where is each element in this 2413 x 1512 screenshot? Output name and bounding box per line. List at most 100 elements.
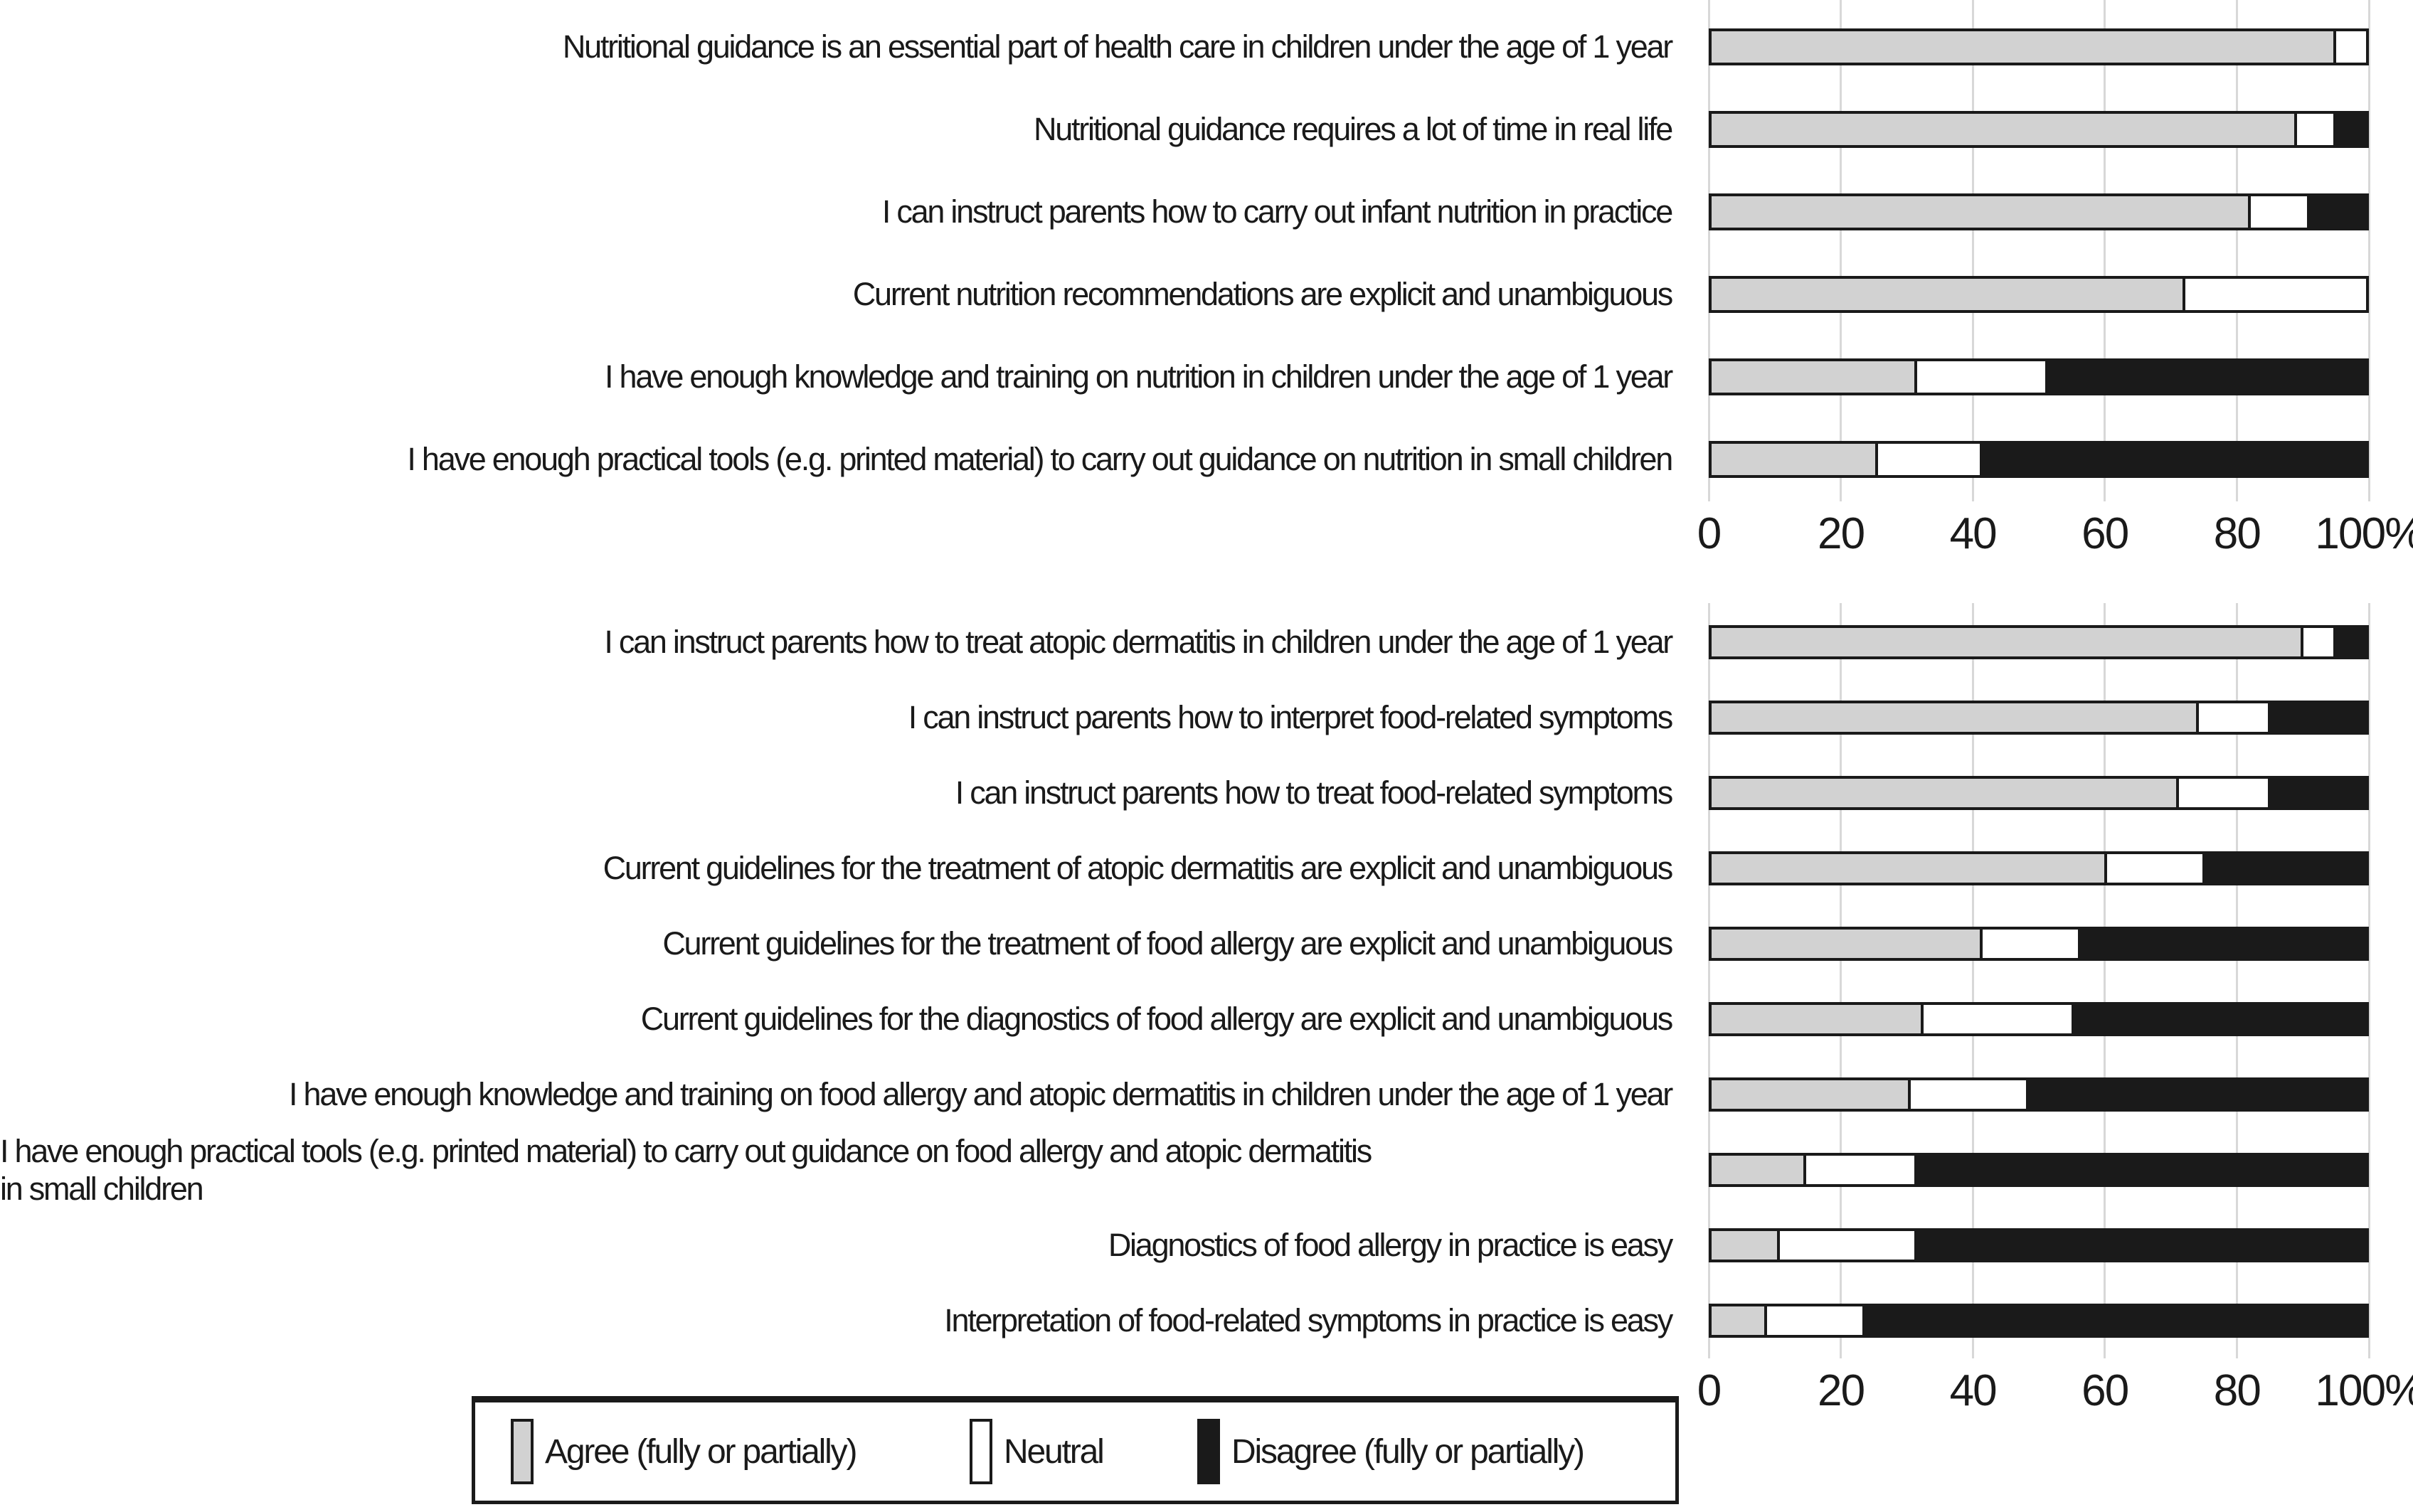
axis-tick-label: 100% xyxy=(2315,1366,2413,1415)
bar-segment-agree xyxy=(1712,31,2333,63)
bar-segment-disagree xyxy=(1914,1156,2366,1184)
bar-segment-agree xyxy=(1712,628,2301,656)
bar-track xyxy=(1709,358,2369,395)
chart-row: Nutritional guidance requires a lot of t… xyxy=(0,88,2413,171)
legend-swatch-agree xyxy=(511,1419,534,1484)
bar-segment-disagree xyxy=(2307,196,2366,228)
stacked-bar-chart-1: Nutritional guidance is an essential par… xyxy=(0,0,2413,573)
category-label: Current guidelines for the treatment of … xyxy=(662,925,1673,962)
legend-item: Agree (fully or partially) xyxy=(511,1419,858,1484)
stacked-bar xyxy=(1709,1077,2369,1112)
bar-segment-disagree xyxy=(1862,1306,2366,1335)
stacked-bar xyxy=(1709,851,2369,885)
bar-segment-agree xyxy=(1712,854,2104,883)
legend-item: Disagree (fully or partially) xyxy=(1197,1419,1585,1484)
bar-track xyxy=(1709,1304,2369,1338)
legend-label: Disagree (fully or partially) xyxy=(1231,1432,1585,1471)
category-label: Interpretation of food-related symptoms … xyxy=(944,1302,1673,1339)
bar-segment-neutral xyxy=(2301,628,2333,656)
legend-swatch-neutral xyxy=(970,1419,992,1484)
stacked-bar xyxy=(1709,276,2369,313)
axis-tick-label: 80 xyxy=(2213,1366,2261,1415)
bar-segment-neutral xyxy=(2333,31,2366,63)
legend-item: Neutral xyxy=(970,1419,1105,1484)
legend-label: Agree (fully or partially) xyxy=(545,1432,858,1471)
stacked-bar xyxy=(1709,441,2369,478)
bar-segment-neutral xyxy=(1875,444,1980,475)
bar-segment-neutral xyxy=(1921,1005,2072,1033)
bar-track xyxy=(1709,1002,2369,1036)
axis-tick-label: 20 xyxy=(1817,509,1865,558)
axis-tick-label: 80 xyxy=(2213,509,2261,558)
stacked-bar xyxy=(1709,193,2369,230)
bar-segment-agree xyxy=(1712,1156,1803,1184)
bar-segment-disagree xyxy=(2045,361,2366,393)
category-label: I can instruct parents how to carry out … xyxy=(881,193,1673,230)
category-label: Nutritional guidance is an essential par… xyxy=(562,28,1673,65)
bar-segment-neutral xyxy=(2293,114,2333,145)
category-label: Diagnostics of food allergy in practice … xyxy=(1108,1227,1673,1264)
category-label: I can instruct parents how to treat atop… xyxy=(604,624,1673,661)
bar-segment-neutral xyxy=(1980,930,2079,958)
axis-tick-label: 60 xyxy=(2081,509,2129,558)
bar-segment-neutral xyxy=(1908,1080,2026,1109)
legend: Agree (fully or partially) Neutral Disagre… xyxy=(472,1396,1679,1504)
bar-track xyxy=(1709,1228,2369,1262)
bar-segment-agree xyxy=(1712,444,1875,475)
bar-segment-neutral xyxy=(2248,196,2308,228)
category-label: Current guidelines for the diagnostics o… xyxy=(640,1001,1673,1038)
chart-row: I have enough practical tools (e.g. prin… xyxy=(0,418,2413,501)
bar-segment-disagree xyxy=(2267,779,2366,807)
legend-label: Neutral xyxy=(1004,1432,1105,1471)
bar-track xyxy=(1709,111,2369,148)
bar-segment-neutral xyxy=(2195,703,2268,732)
chart-row: I can instruct parents how to interpret … xyxy=(0,680,2413,755)
stacked-bar xyxy=(1709,358,2369,395)
bar-segment-neutral xyxy=(1914,361,2046,393)
axis-tick-label: 100% xyxy=(2315,509,2413,558)
chart-row: Interpretation of food-related symptoms … xyxy=(0,1283,2413,1358)
bar-segment-neutral xyxy=(1764,1306,1862,1335)
chart-row: Diagnostics of food allergy in practice … xyxy=(0,1208,2413,1283)
stacked-bar xyxy=(1709,701,2369,735)
bar-track xyxy=(1709,193,2369,230)
bar-segment-agree xyxy=(1712,779,2177,807)
bar-track xyxy=(1709,701,2369,735)
stacked-bar-chart-2: I can instruct parents how to treat atop… xyxy=(0,603,2413,1430)
axis-tick-label: 0 xyxy=(1697,509,1722,558)
stacked-bar xyxy=(1709,927,2369,961)
bar-segment-neutral xyxy=(1803,1156,1915,1184)
stacked-bar xyxy=(1709,1304,2369,1338)
axis-tick-label: 0 xyxy=(1697,1366,1722,1415)
chart-row: Nutritional guidance is an essential par… xyxy=(0,6,2413,88)
chart-row: Current guidelines for the treatment of … xyxy=(0,831,2413,906)
category-label: I can instruct parents how to treat food… xyxy=(955,774,1674,811)
bar-segment-agree xyxy=(1712,279,2183,310)
bar-segment-disagree xyxy=(1980,444,2366,475)
chart-row: I have enough practical tools (e.g. prin… xyxy=(0,1132,2413,1208)
bar-segment-agree xyxy=(1712,1306,1764,1335)
bar-segment-agree xyxy=(1712,1005,1921,1033)
bar-segment-neutral xyxy=(1777,1231,1915,1260)
category-label: Current guidelines for the treatment of … xyxy=(603,850,1674,887)
chart-rows: Nutritional guidance is an essential par… xyxy=(0,6,2413,501)
axis-tick-label: 60 xyxy=(2081,1366,2129,1415)
x-axis: 0 20 40 60 80 100% xyxy=(1697,501,2413,573)
stacked-bar xyxy=(1709,1002,2369,1036)
stacked-bar xyxy=(1709,111,2369,148)
bar-segment-disagree xyxy=(1914,1231,2366,1260)
chart-row: Current nutrition recommendations are ex… xyxy=(0,253,2413,336)
stacked-bar xyxy=(1709,776,2369,810)
axis-tick-label: 20 xyxy=(1817,1366,1865,1415)
stacked-bar xyxy=(1709,28,2369,65)
bar-segment-agree xyxy=(1712,114,2294,145)
category-label: I have enough knowledge and training on … xyxy=(605,358,1673,395)
bar-segment-disagree xyxy=(2267,703,2366,732)
bar-segment-agree xyxy=(1712,361,1915,393)
bar-track xyxy=(1709,927,2369,961)
bar-segment-disagree xyxy=(2333,628,2366,656)
bar-segment-agree xyxy=(1712,196,2249,228)
category-label: I can instruct parents how to interpret … xyxy=(908,699,1674,736)
bar-segment-agree xyxy=(1712,1080,1908,1109)
bar-segment-agree xyxy=(1712,930,1980,958)
